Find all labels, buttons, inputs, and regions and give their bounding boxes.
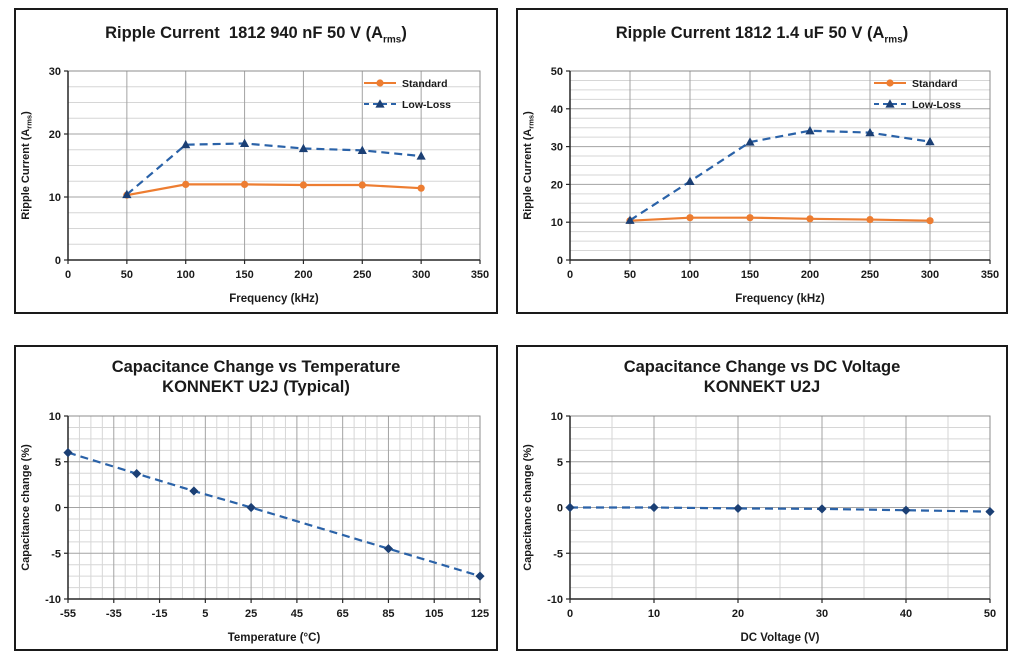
svg-text:150: 150	[741, 269, 759, 281]
svg-text:Standard: Standard	[402, 78, 448, 90]
svg-text:DC Voltage (V): DC Voltage (V)	[740, 632, 819, 644]
svg-text:Capacitance change (%): Capacitance change (%)	[522, 444, 534, 571]
svg-text:40: 40	[551, 104, 563, 116]
svg-text:Low-Loss: Low-Loss	[912, 99, 961, 111]
svg-text:45: 45	[291, 608, 303, 620]
svg-text:Ripple Current (Arms): Ripple Current (Arms)	[522, 111, 536, 220]
svg-text:Frequency (kHz): Frequency (kHz)	[229, 293, 319, 305]
svg-text:300: 300	[412, 269, 430, 281]
svg-text:Ripple Current (Arms): Ripple Current (Arms)	[20, 111, 34, 220]
svg-text:5: 5	[55, 457, 61, 469]
svg-text:50: 50	[624, 269, 636, 281]
svg-text:125: 125	[471, 608, 489, 620]
svg-text:30: 30	[551, 142, 563, 154]
chart-panel-ripple-1p4uf: Ripple Current 1812 1.4 uF 50 V (Arms) 0…	[516, 8, 1008, 314]
svg-text:100: 100	[177, 269, 195, 281]
svg-text:65: 65	[337, 608, 349, 620]
svg-text:0: 0	[65, 269, 71, 281]
chart-title-cap-vs-dc-voltage: Capacitance Change vs DC Voltage KONNEKT…	[518, 347, 1006, 407]
svg-text:50: 50	[551, 66, 563, 78]
title-line-2: KONNEKT U2J (Typical)	[162, 378, 350, 397]
svg-text:20: 20	[732, 608, 744, 620]
svg-text:30: 30	[49, 66, 61, 78]
svg-text:10: 10	[49, 411, 61, 423]
chart-title-ripple-1p4uf: Ripple Current 1812 1.4 uF 50 V (Arms)	[518, 10, 1006, 62]
svg-text:5: 5	[202, 608, 208, 620]
title-subscript: rms	[884, 34, 903, 46]
svg-text:20: 20	[49, 129, 61, 141]
svg-text:100: 100	[681, 269, 699, 281]
svg-text:200: 200	[294, 269, 312, 281]
svg-text:-10: -10	[45, 594, 61, 606]
svg-text:-10: -10	[547, 594, 563, 606]
svg-text:85: 85	[382, 608, 394, 620]
svg-text:10: 10	[551, 217, 563, 229]
capacitance-vs-dc-voltage-chart: 0 10 20 30 40 50 -10 -5 0 5 10 DC Voltage (V) Capaci…	[522, 411, 996, 644]
ripple-current-1p4uf-chart: 0 50 100 150 200 250 300 350 0 10 20 30 40 50 Frequenc…	[522, 66, 999, 305]
svg-text:-5: -5	[51, 548, 61, 560]
svg-text:25: 25	[245, 608, 257, 620]
svg-text:105: 105	[425, 608, 443, 620]
svg-text:200: 200	[801, 269, 819, 281]
svg-text:50: 50	[121, 269, 133, 281]
svg-text:0: 0	[567, 269, 573, 281]
svg-text:-15: -15	[152, 608, 168, 620]
svg-text:Frequency (kHz): Frequency (kHz)	[735, 293, 825, 305]
title-text: Ripple Current 1812 940 nF 50 V (A	[105, 24, 383, 42]
svg-text:350: 350	[471, 269, 489, 281]
svg-text:150: 150	[235, 269, 253, 281]
svg-text:50: 50	[984, 608, 996, 620]
svg-text:40: 40	[900, 608, 912, 620]
chart-title-cap-vs-temperature: Capacitance Change vs Temperature KONNEK…	[16, 347, 496, 407]
capacitance-vs-temperature-chart: -55 -35 -15 5 25 45 65 85 105 125 -10 -5 0 5 10 Tempera…	[20, 411, 489, 644]
svg-text:300: 300	[921, 269, 939, 281]
svg-text:250: 250	[861, 269, 879, 281]
chart-panel-ripple-940nf: Ripple Current 1812 940 nF 50 V (Arms) 0…	[14, 8, 498, 314]
svg-text:5: 5	[557, 457, 563, 469]
title-subscript: rms	[382, 34, 402, 46]
svg-text:10: 10	[648, 608, 660, 620]
title-suffix: )	[902, 24, 909, 42]
title-line-2: KONNEKT U2J	[703, 378, 821, 397]
svg-text:0: 0	[55, 255, 61, 267]
title-line-1: Capacitance Change vs DC Voltage	[623, 358, 901, 376]
svg-text:-35: -35	[106, 608, 122, 620]
chart-title-ripple-940nf: Ripple Current 1812 940 nF 50 V (Arms)	[16, 10, 496, 62]
svg-text:-55: -55	[60, 608, 76, 620]
svg-text:Low-Loss: Low-Loss	[402, 99, 451, 111]
svg-text:10: 10	[551, 411, 563, 423]
svg-text:350: 350	[981, 269, 999, 281]
title-suffix: )	[401, 24, 407, 42]
svg-text:0: 0	[557, 255, 563, 267]
svg-text:0: 0	[55, 503, 61, 515]
chart-panel-cap-vs-dc-voltage: Capacitance Change vs DC Voltage KONNEKT…	[516, 345, 1008, 651]
svg-text:0: 0	[557, 503, 563, 515]
svg-text:-5: -5	[553, 548, 563, 560]
svg-text:Temperature (°C): Temperature (°C)	[228, 632, 321, 644]
ripple-current-940nf-chart: 0 50 100 150 200 250 300 350 0 10 20 30 Frequency (k…	[20, 66, 489, 305]
svg-text:30: 30	[816, 608, 828, 620]
svg-text:10: 10	[49, 192, 61, 204]
svg-text:20: 20	[551, 179, 563, 191]
svg-text:Capacitance change (%): Capacitance change (%)	[20, 444, 32, 571]
svg-text:0: 0	[567, 608, 573, 620]
chart-panel-cap-vs-temperature: Capacitance Change vs Temperature KONNEK…	[14, 345, 498, 651]
title-line-1: Capacitance Change vs Temperature	[111, 358, 401, 376]
svg-text:Standard: Standard	[912, 78, 958, 90]
title-text: Ripple Current 1812 1.4 uF 50 V (A	[615, 24, 885, 42]
svg-text:250: 250	[353, 269, 371, 281]
